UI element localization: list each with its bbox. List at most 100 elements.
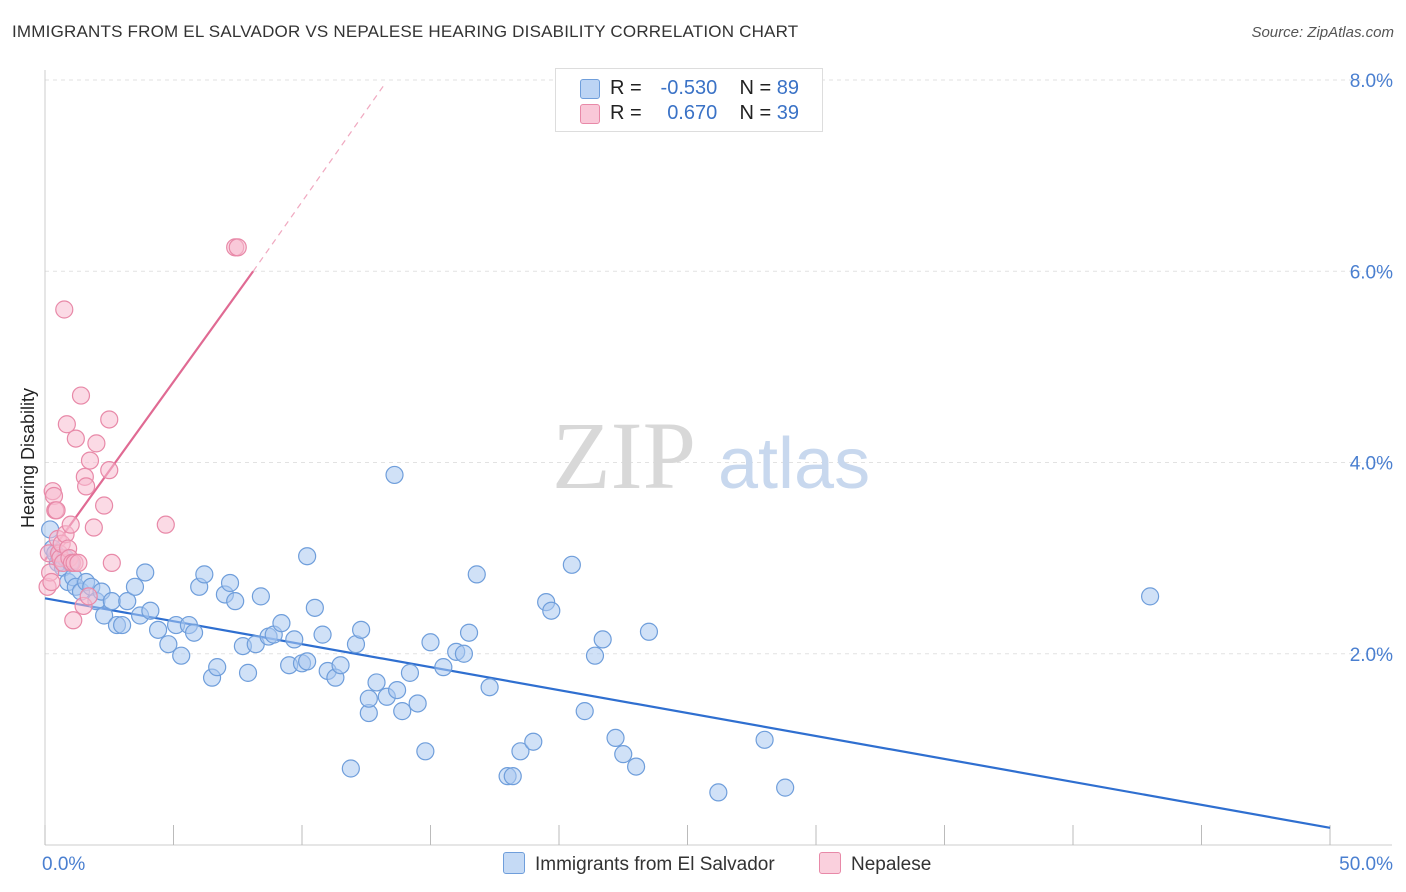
point-el-salvador — [467, 565, 486, 584]
point-el-salvador — [454, 644, 474, 663]
legend-r-label: R = — [610, 102, 642, 124]
legend-n-value: 39 — [776, 102, 799, 124]
point-el-salvador — [626, 757, 646, 776]
point-el-salvador — [313, 625, 332, 644]
point-el-salvador — [172, 646, 191, 665]
point-el-salvador — [524, 732, 543, 751]
legend-n-value: 89 — [776, 77, 799, 99]
point-nepalese — [61, 515, 80, 534]
point-el-salvador — [208, 658, 227, 677]
point-el-salvador — [141, 601, 160, 620]
point-el-salvador — [298, 652, 317, 671]
point-el-salvador — [503, 767, 522, 786]
y-tick-label: 4.0% — [1350, 454, 1393, 475]
point-el-salvador — [220, 573, 240, 593]
x-tick-label: 0.0% — [42, 854, 85, 875]
point-el-salvador — [542, 601, 561, 620]
point-el-salvador — [341, 759, 360, 778]
watermark-zip: ZIP — [552, 402, 696, 509]
point-el-salvador — [614, 745, 633, 764]
y-tick-label: 8.0% — [1350, 71, 1393, 92]
point-el-salvador — [331, 656, 350, 675]
tick-labels: 2.0% 4.0% 6.0% 8.0% 0.0% 50.0% — [42, 71, 1393, 875]
point-el-salvador — [434, 658, 453, 677]
point-el-salvador — [575, 702, 594, 721]
bottom-legend-el-salvador: Immigrants from El Salvador — [503, 852, 775, 876]
point-nepalese — [64, 611, 83, 630]
point-el-salvador — [238, 663, 258, 682]
chart-title: IMMIGRANTS FROM EL SALVADOR VS NEPALESE … — [12, 22, 799, 41]
point-el-salvador — [112, 615, 132, 635]
point-el-salvador — [387, 680, 407, 700]
point-el-salvador — [285, 630, 304, 649]
point-el-salvador — [408, 694, 427, 713]
legend-swatch-nepalese — [580, 104, 600, 124]
point-nepalese — [77, 477, 96, 496]
point-el-salvador — [159, 635, 178, 654]
point-el-salvador — [1140, 587, 1160, 606]
point-el-salvador — [776, 778, 795, 797]
point-el-salvador — [593, 630, 612, 649]
bottom-legend-label-nepalese: Nepalese — [851, 854, 932, 875]
point-nepalese — [102, 553, 121, 573]
point-el-salvador — [251, 587, 270, 606]
trend-line-extension-nepalese — [252, 84, 385, 272]
point-el-salvador — [305, 598, 324, 617]
point-el-salvador — [606, 728, 625, 748]
point-nepalese — [55, 300, 74, 319]
point-el-salvador — [226, 592, 245, 611]
point-el-salvador — [421, 633, 440, 652]
bottom-legend-label-el-salvador: Immigrants from El Salvador — [535, 854, 775, 875]
legend-swatch-el-salvador — [580, 79, 600, 99]
bottom-legend-nepalese: Nepalese — [819, 852, 931, 876]
point-nepalese — [100, 461, 119, 480]
point-el-salvador — [385, 465, 404, 485]
point-el-salvador — [393, 702, 412, 721]
point-el-salvador — [459, 623, 479, 642]
y-axis-label: Hearing Disability — [18, 388, 38, 528]
point-el-salvador — [416, 742, 435, 761]
point-el-salvador — [125, 577, 145, 596]
point-nepalese — [42, 572, 61, 592]
point-nepalese — [71, 386, 91, 405]
point-nepalese — [69, 553, 88, 573]
point-el-salvador — [562, 555, 581, 574]
chart-source: Source: ZipAtlas.com — [1251, 24, 1394, 41]
point-nepalese — [79, 587, 98, 606]
point-el-salvador — [367, 673, 386, 692]
point-el-salvador — [298, 547, 317, 566]
x-tick-label: 50.0% — [1339, 854, 1393, 875]
y-tick-label: 6.0% — [1350, 262, 1393, 283]
point-nepalese — [100, 410, 119, 429]
legend-r-label: R = — [610, 77, 642, 99]
point-el-salvador — [102, 592, 121, 611]
point-el-salvador — [709, 783, 728, 802]
bottom-legend-swatch-el-salvador — [503, 852, 525, 874]
point-nepalese — [66, 429, 85, 448]
point-el-salvador — [184, 623, 204, 642]
point-nepalese — [156, 515, 175, 534]
point-nepalese — [57, 415, 76, 434]
point-el-salvador — [148, 620, 168, 639]
trend-line-nepalese — [44, 270, 255, 561]
legend-n-label: N = — [739, 77, 772, 99]
data-points — [38, 238, 1160, 802]
point-el-salvador — [136, 563, 155, 582]
point-nepalese — [95, 496, 114, 515]
point-nepalese — [80, 451, 100, 470]
legend-n-label: N = — [739, 102, 772, 124]
legend-r-value: -0.530 — [660, 77, 718, 99]
point-el-salvador — [755, 730, 774, 749]
point-el-salvador — [400, 663, 420, 682]
point-el-salvador — [195, 565, 214, 584]
point-el-salvador — [118, 592, 137, 611]
point-el-salvador — [639, 622, 659, 641]
point-nepalese — [47, 501, 66, 520]
trend-line-el-salvador — [44, 597, 1331, 829]
grid-lines — [45, 79, 1392, 655]
axes — [44, 70, 1392, 846]
point-el-salvador — [511, 742, 530, 761]
point-el-salvador — [480, 678, 499, 697]
point-el-salvador — [95, 606, 114, 625]
y-tick-label: 2.0% — [1350, 645, 1393, 666]
